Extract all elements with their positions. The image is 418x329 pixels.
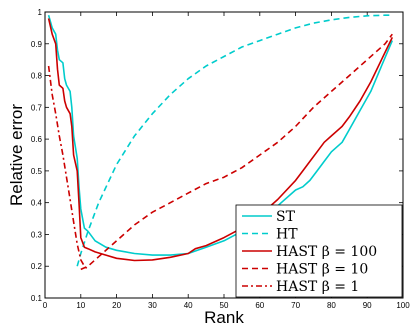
y-tick-label: 0.4 <box>31 199 43 208</box>
series-line-1 <box>76 14 393 267</box>
y-tick-label: 0.5 <box>31 167 43 176</box>
x-tick-label: 30 <box>148 301 157 310</box>
legend-label-3: HAST β = 10 <box>276 262 368 278</box>
y-axis-label: Relative error <box>7 104 26 206</box>
y-tick-label: 0.2 <box>31 262 43 271</box>
y-tick-label: 0.9 <box>31 40 43 49</box>
legend-label-4: HAST β = 1 <box>276 279 359 295</box>
y-tick-label: 1 <box>38 8 43 17</box>
x-tick-label: 70 <box>291 301 300 310</box>
legend-label-0: ST <box>276 209 296 225</box>
series-line-2 <box>47 18 394 262</box>
y-tick-label: 0.3 <box>31 230 43 239</box>
x-tick-label: 50 <box>220 301 229 310</box>
y-tick-label: 0.1 <box>31 294 43 303</box>
x-tick-label: 40 <box>184 301 193 310</box>
series-lines <box>47 14 394 271</box>
x-tick-label: 10 <box>76 301 85 310</box>
series-line-3 <box>80 33 393 271</box>
x-tick-label: 60 <box>255 301 264 310</box>
legend-label-1: HT <box>276 227 298 243</box>
x-tick-label: 20 <box>112 301 121 310</box>
x-tick-label: 90 <box>363 301 372 310</box>
series-line-0 <box>47 14 394 256</box>
x-tick-label: 100 <box>396 301 410 310</box>
legend-label-2: HAST β = 100 <box>276 244 377 260</box>
x-axis-label: Rank <box>204 308 244 327</box>
x-tick-label: 0 <box>43 301 48 310</box>
y-tick-label: 0.8 <box>31 72 43 81</box>
y-tick-label: 0.6 <box>31 135 43 144</box>
series-line-4 <box>47 65 89 270</box>
x-tick-label: 80 <box>327 301 336 310</box>
y-tick-label: 0.7 <box>31 103 43 112</box>
